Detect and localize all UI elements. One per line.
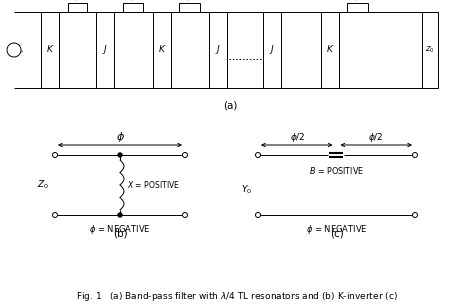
Text: $Z_0$: $Z_0$ (37, 179, 49, 191)
Circle shape (255, 152, 261, 157)
Text: (c): (c) (330, 228, 344, 238)
Text: $Z_0$: $Z_0$ (425, 45, 435, 55)
Text: $\phi$ = NEGATIVE: $\phi$ = NEGATIVE (306, 223, 367, 236)
Text: $\phi/2$: $\phi/2$ (290, 131, 305, 144)
Circle shape (53, 152, 57, 157)
Bar (347, 3, 368, 12)
Circle shape (182, 213, 188, 217)
Bar (179, 3, 200, 12)
Circle shape (53, 213, 57, 217)
Text: $X$ = POSITIVE: $X$ = POSITIVE (127, 180, 180, 191)
Text: J: J (217, 46, 219, 55)
Text: $\lambda/4$: $\lambda/4$ (72, 0, 83, 2)
Bar (96, 12, 114, 88)
Bar (41, 12, 59, 88)
Text: $B$ = POSITIVE: $B$ = POSITIVE (309, 165, 364, 176)
Bar (422, 12, 438, 88)
Circle shape (255, 213, 261, 217)
Circle shape (412, 213, 418, 217)
Text: $Z_0$: $Z_0$ (15, 47, 24, 56)
Text: $\lambda/4$: $\lambda/4$ (352, 0, 363, 2)
Text: K: K (47, 46, 53, 55)
Text: (b): (b) (113, 228, 128, 238)
Text: $Y_0$: $Y_0$ (241, 184, 252, 196)
Circle shape (182, 152, 188, 157)
Text: $\phi$: $\phi$ (116, 129, 125, 144)
Bar (123, 3, 143, 12)
Text: $\lambda/4$: $\lambda/4$ (184, 0, 195, 2)
Bar (68, 3, 87, 12)
Bar (209, 12, 227, 88)
Text: (a): (a) (223, 100, 237, 110)
Text: $\phi/2$: $\phi/2$ (368, 131, 383, 144)
Bar (263, 12, 281, 88)
Text: K: K (159, 46, 165, 55)
Text: $\phi$ = NEGATIVE: $\phi$ = NEGATIVE (89, 223, 151, 236)
Circle shape (118, 153, 122, 157)
Circle shape (118, 213, 122, 217)
Text: $\lambda/4$: $\lambda/4$ (128, 0, 138, 2)
Bar (153, 12, 171, 88)
Text: Fig. 1   (a) Band-pass filter with $\lambda/4$ TL resonators and (b) K-inverter : Fig. 1 (a) Band-pass filter with $\lambd… (76, 290, 398, 303)
Text: J: J (104, 46, 106, 55)
Text: K: K (327, 46, 333, 55)
Circle shape (412, 152, 418, 157)
Text: J: J (271, 46, 273, 55)
Circle shape (7, 43, 21, 57)
Bar (321, 12, 339, 88)
